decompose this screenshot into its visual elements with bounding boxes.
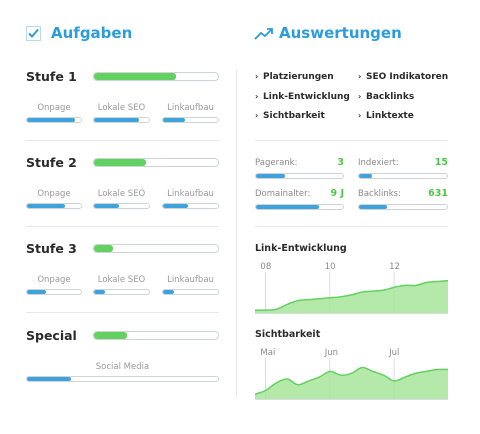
series-line — [255, 366, 448, 395]
stage-1-onpage-label: Onpage — [37, 103, 71, 113]
metric-indexiert-label: Indexiert: — [358, 158, 399, 168]
chevron-right-icon: › — [255, 111, 259, 120]
metric-pagerank-progress — [255, 173, 344, 179]
stage-3-progress — [93, 244, 219, 253]
metric-domainalter-value: 9 J — [330, 188, 344, 199]
divider — [26, 312, 219, 313]
analytics-title: Auswertungen — [279, 24, 402, 42]
link-backlinks[interactable]: › Backlinks — [358, 92, 415, 102]
stage-1-linkaufbau-progress — [162, 117, 219, 123]
chevron-right-icon: › — [255, 92, 259, 101]
stage-3-linkaufbau-progress — [162, 289, 219, 295]
divider — [26, 226, 219, 227]
metric-backlinks-label: Backlinks: — [358, 189, 401, 199]
stage-1-progress — [93, 72, 219, 81]
stage-3-linkaufbau-label: Linkaufbau — [167, 275, 214, 285]
x-tick-label: Jul — [388, 348, 399, 358]
stage-1-local-seo-progress — [93, 117, 150, 123]
chevron-right-icon: › — [358, 72, 362, 81]
divider — [255, 140, 448, 141]
column-divider — [236, 70, 237, 398]
x-tick-label: Mai — [260, 348, 275, 358]
chart-sichtbarkeit-title: Sichtbarkeit — [255, 329, 321, 340]
chart-sichtbarkeit: Mai Jun Jul — [255, 348, 448, 400]
stage-3-local-seo-progress — [93, 289, 150, 295]
stage-3-label: Stufe 3 — [26, 241, 77, 256]
social-media-progress — [26, 376, 219, 382]
stage-1-local-seo-label: Lokale SEO — [97, 103, 146, 113]
stage-1-label: Stufe 1 — [26, 69, 77, 84]
x-tick-label: 10 — [325, 262, 336, 272]
x-tick-label: Jun — [324, 348, 338, 358]
divider — [255, 226, 448, 227]
chart-link-entwicklung-title: Link-Entwicklung — [255, 243, 347, 254]
stage-2-label: Stufe 2 — [26, 155, 77, 170]
stage-2-onpage-progress — [26, 203, 82, 209]
divider — [26, 140, 219, 141]
link-sichtbarkeit[interactable]: › Sichtbarkeit — [255, 111, 325, 121]
stage-2-onpage-label: Onpage — [37, 189, 71, 199]
metric-indexiert-value: 15 — [434, 157, 448, 168]
stage-3-onpage-progress — [26, 289, 82, 295]
series-line — [255, 279, 448, 312]
stage-2-progress — [93, 158, 219, 167]
x-tick-label: 08 — [260, 262, 271, 272]
metric-domainalter-label: Domainalter: — [255, 189, 311, 199]
x-tick-label: 12 — [389, 262, 400, 272]
stage-3-onpage-label: Onpage — [37, 275, 71, 285]
metric-domainalter-progress — [255, 204, 344, 210]
chevron-right-icon: › — [358, 111, 362, 120]
metric-backlinks-progress — [358, 204, 448, 210]
chevron-right-icon: › — [358, 92, 362, 101]
stage-2-local-seo-progress — [93, 203, 150, 209]
special-label: Special — [26, 328, 77, 343]
stage-2-linkaufbau-label: Linkaufbau — [167, 189, 214, 199]
chart-link-entwicklung: 08 10 12 — [255, 262, 448, 314]
metric-indexiert-progress — [358, 173, 448, 179]
checkmark-icon — [26, 26, 41, 41]
area-fill — [255, 280, 448, 314]
tasks-title: Aufgaben — [51, 24, 133, 42]
stage-3-local-seo-label: Lokale SEO — [97, 275, 146, 285]
link-link-entwicklung[interactable]: › Link-Entwicklung — [255, 92, 350, 102]
stage-2-local-seo-label: Lokale SEO — [97, 189, 146, 199]
link-platzierungen[interactable]: › Platzierungen — [255, 72, 334, 82]
metric-pagerank-value: 3 — [337, 157, 344, 168]
chevron-right-icon: › — [255, 72, 259, 81]
link-seo-indikatoren[interactable]: › SEO Indikatoren — [358, 72, 449, 82]
stage-1-linkaufbau-label: Linkaufbau — [167, 103, 214, 113]
trend-up-icon — [254, 28, 273, 40]
stage-2-linkaufbau-progress — [162, 203, 219, 209]
stage-1-onpage-progress — [26, 117, 82, 123]
metric-pagerank-label: Pagerank: — [255, 158, 298, 168]
area-fill — [255, 367, 448, 400]
link-linktexte[interactable]: › Linktexte — [358, 111, 414, 121]
special-progress — [93, 331, 219, 340]
social-media-label: Social Media — [95, 362, 150, 372]
metric-backlinks-value: 631 — [428, 188, 448, 199]
